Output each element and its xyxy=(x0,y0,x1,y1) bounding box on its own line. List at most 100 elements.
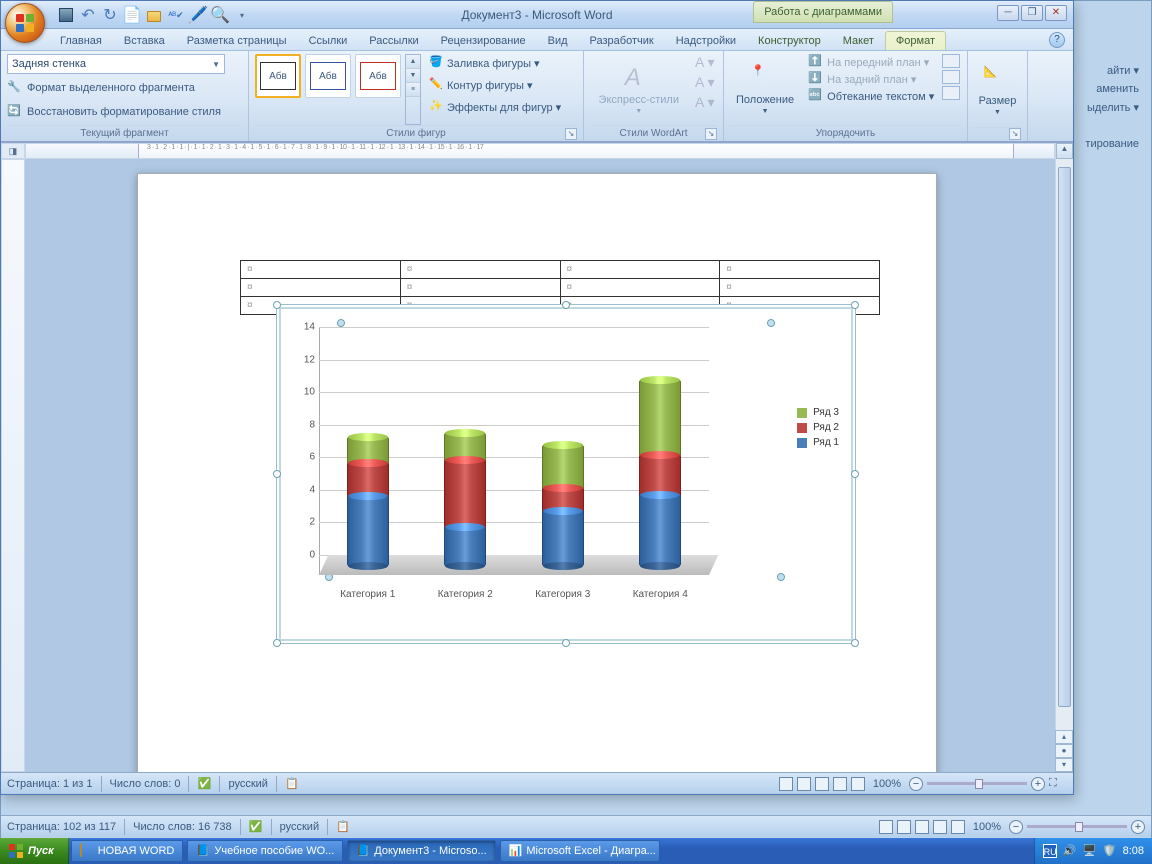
tab-layout[interactable]: Разметка страницы xyxy=(176,31,298,50)
size-btn[interactable]: 📐 Размер ▼ xyxy=(973,54,1023,127)
find-item[interactable]: айти ▾ xyxy=(1071,61,1139,80)
horizontal-ruler[interactable]: 3 · 1 · 2 · 1 · 1 · | · 1 · 1 · 2 · 1 · … xyxy=(25,143,1055,159)
chart-bar[interactable] xyxy=(444,438,486,567)
select-item[interactable]: ыделить ▾ xyxy=(1071,98,1139,117)
tab-review[interactable]: Рецензирование xyxy=(430,31,537,50)
new-icon[interactable]: 📄 xyxy=(123,6,141,24)
shape-style-3[interactable]: Абв xyxy=(355,54,401,98)
taskbar-item[interactable]: 📘Учебное пособие WO... xyxy=(187,840,343,862)
outer-page-status[interactable]: Страница: 102 из 117 xyxy=(7,821,116,833)
launcher-icon[interactable]: ↘ xyxy=(705,128,717,140)
legend-item[interactable]: Ряд 3 xyxy=(797,405,839,420)
office-button[interactable] xyxy=(5,3,45,43)
launcher-icon[interactable]: ↘ xyxy=(565,128,577,140)
zoom-value[interactable]: 100% xyxy=(873,778,901,790)
view-draft-btn[interactable] xyxy=(851,777,865,791)
save-icon[interactable] xyxy=(57,6,75,24)
replace-item[interactable]: аменить xyxy=(1071,80,1139,98)
redo-icon[interactable]: ↻ xyxy=(101,6,119,24)
word-count[interactable]: Число слов: 0 xyxy=(110,778,181,790)
chart-bar[interactable] xyxy=(639,385,681,567)
tab-mailings[interactable]: Рассылки xyxy=(358,31,429,50)
outer-word-count[interactable]: Число слов: 16 738 xyxy=(133,821,231,833)
zoom-out-btn[interactable]: − xyxy=(909,777,923,791)
vertical-ruler[interactable] xyxy=(1,159,25,772)
tab-references[interactable]: Ссылки xyxy=(298,31,359,50)
rotate-btn[interactable] xyxy=(942,86,960,100)
vertical-scrollbar[interactable]: ▲ ▼ xyxy=(1055,143,1073,754)
close-button[interactable]: ✕ xyxy=(1045,5,1067,21)
spellcheck-icon[interactable]: ᴬᴮ✔ xyxy=(167,6,185,24)
tab-insert[interactable]: Вставка xyxy=(113,31,176,50)
tab-addins[interactable]: Надстройки xyxy=(665,31,747,50)
launcher-icon[interactable]: ↘ xyxy=(1009,128,1021,140)
undo-icon[interactable]: ↶ xyxy=(79,6,97,24)
minimize-button[interactable]: ─ xyxy=(997,5,1019,21)
view-read-btn[interactable] xyxy=(897,820,911,834)
start-button[interactable]: Пуск xyxy=(0,838,69,864)
align-btn[interactable] xyxy=(942,54,960,68)
tab-home[interactable]: Главная xyxy=(49,31,113,50)
qat-more-icon[interactable]: ▾ xyxy=(233,6,251,24)
zoom-out-btn[interactable]: − xyxy=(1009,820,1023,834)
browse-object-btn[interactable]: ● xyxy=(1055,744,1073,758)
tray-icon-1[interactable]: 🔊 xyxy=(1063,844,1077,858)
shape-style-1[interactable]: Абв xyxy=(255,54,301,98)
legend-item[interactable]: Ряд 1 xyxy=(797,435,839,450)
chart-plot-area[interactable]: 02468101214Категория 1Категория 2Категор… xyxy=(319,327,709,575)
document-page[interactable]: ¤¤¤¤ ¤¤¤¤ ¤¤¤¤ xyxy=(137,173,937,783)
tab-design[interactable]: Конструктор xyxy=(747,31,832,50)
view-outline-btn[interactable] xyxy=(933,820,947,834)
preview-icon[interactable]: 🔍 xyxy=(211,6,229,24)
help-button[interactable]: ? xyxy=(1049,32,1065,48)
outer-zoom[interactable]: 100% xyxy=(973,821,1001,833)
view-web-btn[interactable] xyxy=(915,820,929,834)
outer-lang[interactable]: русский xyxy=(280,821,319,833)
scrollbar-thumb[interactable] xyxy=(1058,167,1071,707)
tab-chartlayout[interactable]: Макет xyxy=(832,31,885,50)
view-read-btn[interactable] xyxy=(797,777,811,791)
taskbar-item[interactable]: 📊Microsoft Excel - Диагра... xyxy=(500,840,660,862)
open-icon[interactable] xyxy=(145,6,163,24)
chart-bar[interactable] xyxy=(347,442,389,567)
reset-style-btn[interactable]: 🔄Восстановить форматирование стиля xyxy=(7,102,242,122)
taskbar-item[interactable]: НОВАЯ WORD xyxy=(71,840,184,862)
next-page-btn[interactable]: ▾ xyxy=(1055,758,1073,772)
view-print-btn[interactable] xyxy=(779,777,793,791)
format-selection-btn[interactable]: 🔧Формат выделенного фрагмента xyxy=(7,78,242,98)
shape-outline-btn[interactable]: ✏️Контур фигуры ▾ xyxy=(429,76,561,94)
tab-developer[interactable]: Разработчик xyxy=(579,31,665,50)
text-wrap-btn[interactable]: 🔤Обтекание текстом ▾ xyxy=(808,88,934,104)
chart-bar[interactable] xyxy=(542,450,584,567)
ruler-corner[interactable]: ◨ xyxy=(1,143,25,159)
tray-icon-2[interactable]: 🖥️ xyxy=(1083,844,1097,858)
lang-indicator[interactable]: RU xyxy=(1043,844,1057,858)
taskbar-item[interactable]: 📘Документ3 - Microso... xyxy=(347,840,495,862)
zoom-in-btn[interactable]: + xyxy=(1131,820,1145,834)
group-btn[interactable] xyxy=(942,70,960,84)
language[interactable]: русский xyxy=(228,778,267,790)
zoom-in-btn[interactable]: + xyxy=(1031,777,1045,791)
view-outline-btn[interactable] xyxy=(833,777,847,791)
tray-icon-3[interactable]: 🛡️ xyxy=(1103,844,1117,858)
shape-effects-btn[interactable]: ✨Эффекты для фигур ▾ xyxy=(429,98,561,116)
prev-page-btn[interactable]: ▴ xyxy=(1055,730,1073,744)
tab-format[interactable]: Формат xyxy=(885,31,946,50)
shape-style-2[interactable]: Абв xyxy=(305,54,351,98)
view-draft-btn[interactable] xyxy=(951,820,965,834)
restore-button[interactable]: ❐ xyxy=(1021,5,1043,21)
page-status[interactable]: Страница: 1 из 1 xyxy=(7,778,93,790)
fullscreen-btn[interactable]: ⛶ xyxy=(1049,777,1067,790)
shape-fill-btn[interactable]: 🪣Заливка фигуры ▾ xyxy=(429,54,561,72)
view-print-btn[interactable] xyxy=(879,820,893,834)
chart-legend[interactable]: Ряд 3Ряд 2Ряд 1 xyxy=(797,405,839,450)
chart-object[interactable]: 02468101214Категория 1Категория 2Категор… xyxy=(276,304,856,644)
view-web-btn[interactable] xyxy=(815,777,829,791)
clock[interactable]: 8:08 xyxy=(1123,845,1144,857)
shape-style-spinner[interactable]: ▲▼≡ xyxy=(405,54,421,125)
zoom-slider[interactable] xyxy=(1027,825,1127,828)
chart-element-dropdown[interactable]: Задняя стенка ▼ xyxy=(7,54,225,74)
tab-view[interactable]: Вид xyxy=(537,31,579,50)
zoom-slider[interactable] xyxy=(927,782,1027,785)
legend-item[interactable]: Ряд 2 xyxy=(797,420,839,435)
